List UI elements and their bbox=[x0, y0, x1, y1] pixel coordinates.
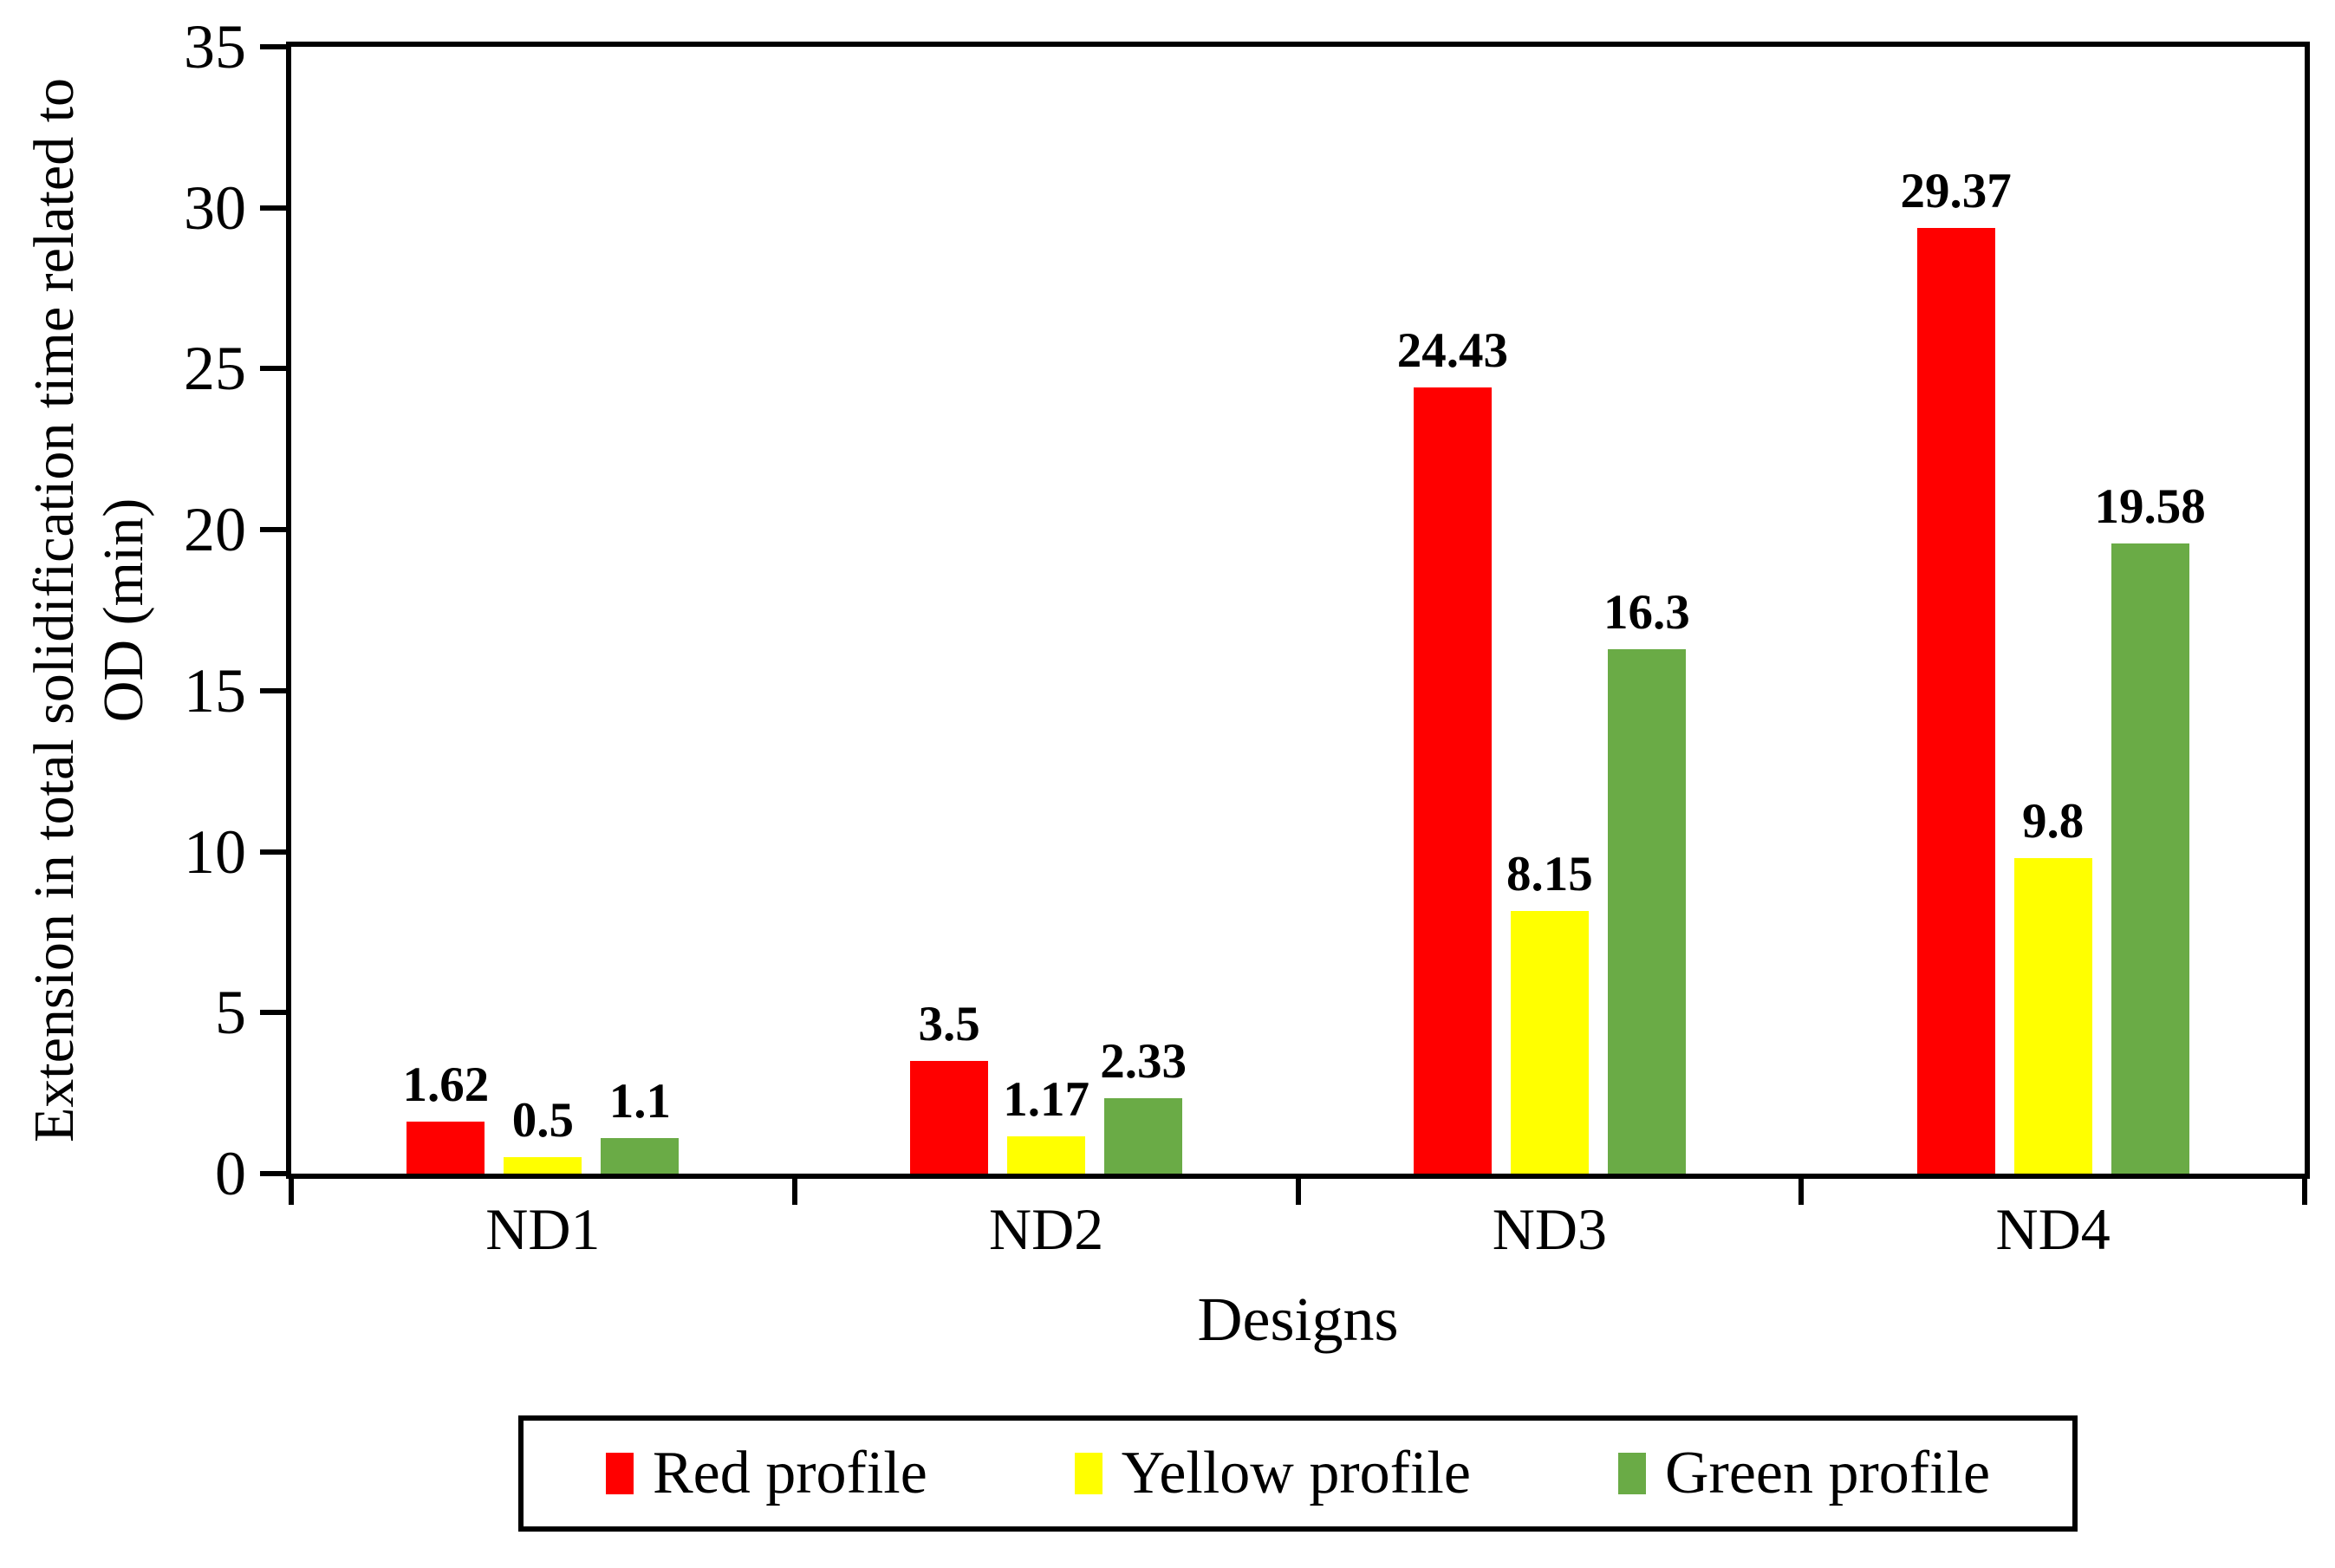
y-axis-title: Extension in total solidification time r… bbox=[20, 0, 162, 1286]
legend-swatch-green-icon bbox=[1617, 1453, 1646, 1494]
y-tick-mark bbox=[260, 687, 286, 693]
bar-value-label: 24.43 bbox=[1396, 322, 1508, 378]
legend-label-green: Green profile bbox=[1664, 1440, 1991, 1506]
legend-item-green: Green profile bbox=[1617, 1440, 1991, 1506]
bar-value-label: 3.5 bbox=[918, 997, 980, 1051]
y-tick-mark bbox=[260, 1010, 286, 1016]
y-tick-label: 20 bbox=[184, 495, 246, 565]
legend-item-red: Red profile bbox=[605, 1440, 927, 1506]
y-tick-label: 10 bbox=[184, 817, 246, 887]
legend: Red profile Yellow profile Green profile bbox=[286, 1415, 2310, 1532]
bar-group-nd3: 24.43 8.15 16.3 bbox=[1298, 326, 1802, 1174]
y-tick-mark bbox=[260, 205, 286, 211]
legend-swatch-red-icon bbox=[605, 1453, 634, 1494]
legend-box: Red profile Yellow profile Green profile bbox=[517, 1415, 2078, 1532]
bar-value-label: 9.8 bbox=[2022, 794, 2085, 849]
bar-group-nd2: 3.5 1.17 2.33 bbox=[795, 999, 1298, 1174]
y-axis-title-line1: Extension in total solidification time r… bbox=[23, 77, 86, 1143]
x-tick-mark bbox=[1295, 1179, 1301, 1205]
y-tick-mark bbox=[260, 44, 286, 49]
x-tick-mark bbox=[1798, 1179, 1805, 1205]
bar-value-label: 8.15 bbox=[1506, 847, 1593, 902]
bar-value-label: 1.62 bbox=[402, 1057, 490, 1112]
bar-red-nd2: 3.5 bbox=[910, 999, 989, 1174]
bar-green-nd2: 2.33 bbox=[1100, 1037, 1187, 1174]
bar-value-label: 19.58 bbox=[2094, 478, 2206, 534]
y-tick-label: 5 bbox=[215, 978, 246, 1048]
y-tick-label: 30 bbox=[184, 172, 246, 243]
legend-label-red: Red profile bbox=[652, 1440, 927, 1506]
bar-yellow-nd4: 9.8 bbox=[2013, 797, 2092, 1174]
y-tick-label: 0 bbox=[215, 1139, 246, 1208]
x-category-label-nd3: ND3 bbox=[1492, 1196, 1607, 1262]
x-category-label-nd4: ND4 bbox=[1995, 1196, 2111, 1262]
x-tick-mark bbox=[791, 1179, 797, 1205]
y-tick-label: 15 bbox=[184, 655, 246, 725]
x-tick-mark bbox=[2302, 1179, 2307, 1205]
bar-green-nd4: 19.58 bbox=[2095, 482, 2206, 1174]
bar-value-label: 1.17 bbox=[1003, 1071, 1089, 1127]
bar-value-label: 29.37 bbox=[1900, 164, 2012, 219]
bar-value-label: 0.5 bbox=[511, 1093, 574, 1148]
plot-area: Designs 0 5 10 15 20 25 30 35 1.62 0.5 1.1 ND1 3.5 1.… bbox=[184, 16, 2310, 1350]
bar-value-label: 16.3 bbox=[1603, 584, 1690, 640]
bar-group-nd1: 1.62 0.5 1.1 bbox=[291, 1060, 795, 1174]
legend-label-yellow: Yellow profile bbox=[1121, 1440, 1471, 1506]
bar-yellow-nd3: 8.15 bbox=[1506, 849, 1593, 1174]
y-tick-mark bbox=[260, 1171, 286, 1176]
y-axis-title-line2: OD (min) bbox=[92, 498, 155, 723]
y-tick-mark bbox=[260, 849, 286, 855]
bar-green-nd3: 16.3 bbox=[1603, 588, 1690, 1174]
bar-green-nd1: 1.1 bbox=[601, 1077, 680, 1174]
bar-yellow-nd2: 1.17 bbox=[1003, 1075, 1089, 1174]
y-tick-label: 25 bbox=[184, 334, 246, 404]
bar-value-label: 1.1 bbox=[608, 1074, 671, 1129]
bar-group-nd4: 29.37 9.8 19.58 bbox=[1801, 166, 2305, 1174]
bar-red-nd4: 29.37 bbox=[1901, 166, 2012, 1174]
x-category-label-nd1: ND1 bbox=[485, 1196, 601, 1262]
bar-red-nd3: 24.43 bbox=[1397, 326, 1508, 1174]
bar-red-nd1: 1.62 bbox=[403, 1060, 489, 1174]
x-category-label-nd2: ND2 bbox=[989, 1196, 1104, 1262]
x-tick-mark bbox=[289, 1179, 294, 1205]
bar-value-label: 2.33 bbox=[1100, 1034, 1187, 1090]
legend-item-yellow: Yellow profile bbox=[1074, 1440, 1471, 1506]
bar-yellow-nd1: 0.5 bbox=[504, 1096, 582, 1174]
legend-swatch-yellow-icon bbox=[1074, 1453, 1102, 1494]
y-tick-label: 35 bbox=[184, 12, 246, 81]
y-tick-mark bbox=[260, 366, 286, 372]
x-axis-title: Designs bbox=[1197, 1285, 1399, 1354]
y-tick-mark bbox=[260, 527, 286, 533]
